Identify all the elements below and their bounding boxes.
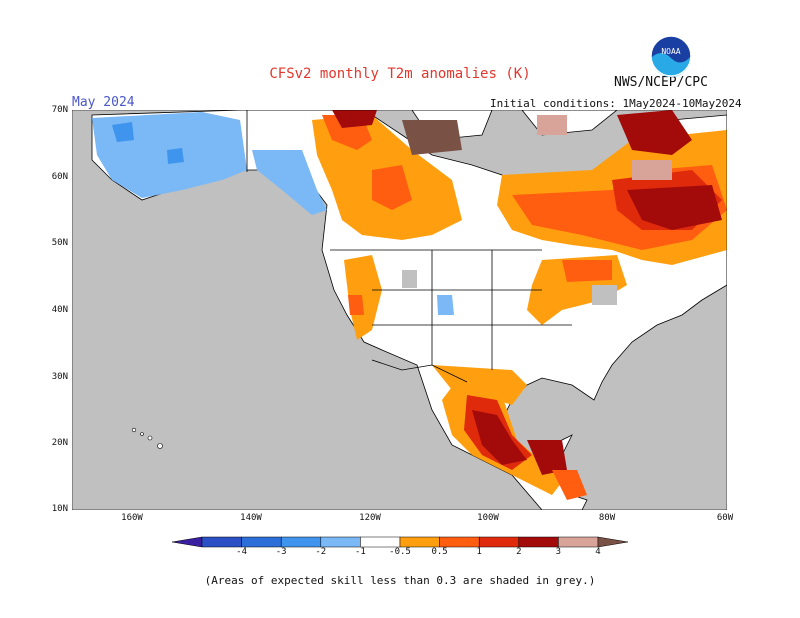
anomaly-map <box>72 110 727 510</box>
warm-anomaly-regions <box>312 110 727 500</box>
lon-label-100w: 100W <box>477 513 499 523</box>
skill-footnote: (Areas of expected skill less than 0.3 a… <box>204 574 596 587</box>
colorbar-tick-label: 4 <box>595 547 601 557</box>
colorbar-tick-label: -4 <box>236 547 248 557</box>
colorbar-tick-label: -2 <box>315 547 327 557</box>
colorbar-swatch <box>518 536 559 548</box>
initial-conditions-label: Initial conditions: 1May2024-10May2024 <box>490 97 742 110</box>
colorbar-swatch <box>360 536 401 548</box>
political-boundaries <box>246 110 572 383</box>
colorbar-tick-label: -3 <box>275 547 287 557</box>
hawaii-islands <box>131 427 163 449</box>
colorbar-tick-label: 0.5 <box>431 547 448 557</box>
lon-label-80w: 80W <box>598 513 616 523</box>
colorbar-swatch <box>399 536 440 548</box>
lat-label-70n: 70N <box>51 105 68 115</box>
lat-label-10n: 10N <box>51 504 68 514</box>
lat-label-30n: 30N <box>51 372 68 382</box>
colorbar-tick-label: -0.5 <box>389 547 411 557</box>
lat-label-40n: 40N <box>51 305 68 315</box>
agency-label: NWS/NCEP/CPC <box>614 75 708 90</box>
colorbar-swatch <box>241 536 282 548</box>
valid-month-label: May 2024 <box>72 95 135 110</box>
colorbar-swatch <box>558 536 599 548</box>
lon-label-60w: 60W <box>716 513 734 523</box>
colorbar-swatch <box>201 536 242 548</box>
map-title: CFSv2 monthly T2m anomalies (K) <box>269 66 531 82</box>
colorbar-swatch <box>280 536 322 548</box>
noaa-logo: NOAA <box>650 35 692 78</box>
colorbar-tick-label: 3 <box>555 547 562 557</box>
lat-label-20n: 20N <box>51 438 68 448</box>
lat-label-50n: 50N <box>51 238 68 248</box>
colorbar-arrow-left <box>172 536 203 548</box>
colorbar-tick-label: 2 <box>516 547 522 557</box>
colorbar-tick-label: 1 <box>476 547 482 557</box>
lon-label-160w: 160W <box>121 513 143 523</box>
alaska-cool-anomaly <box>92 112 454 315</box>
colorbar-swatch <box>320 536 361 548</box>
logo-text: NOAA <box>661 47 680 56</box>
colorbar-tick-label: -1 <box>354 547 366 557</box>
lon-label-120w: 120W <box>359 513 381 523</box>
lat-label-60n: 60N <box>51 172 68 182</box>
colorbar <box>172 536 628 548</box>
colorbar-arrow-right <box>597 536 628 548</box>
colorbar-swatch <box>478 536 520 548</box>
low-skill-grey-patches <box>402 270 617 425</box>
lon-label-140w: 140W <box>240 513 262 523</box>
colorbar-swatch <box>439 536 480 548</box>
